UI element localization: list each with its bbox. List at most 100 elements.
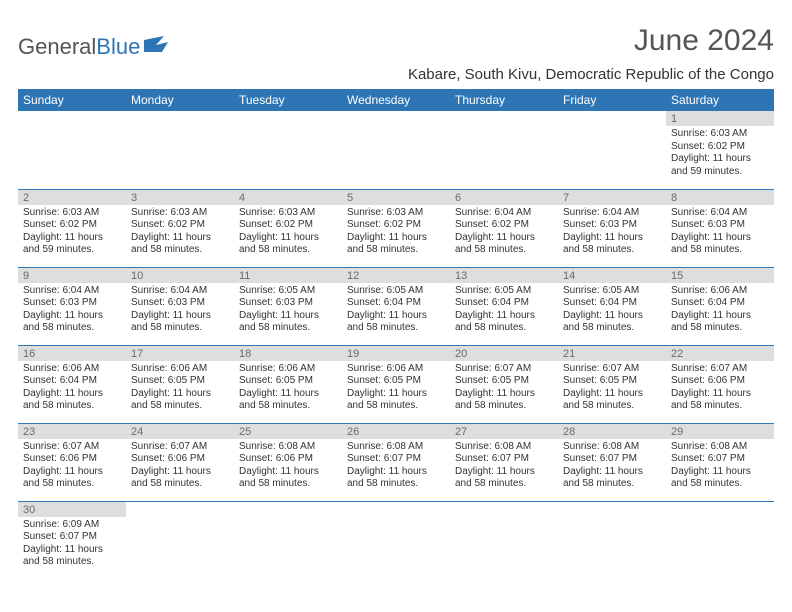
sunrise-line: Sunrise: 6:06 AM [23,363,121,376]
day-detail: Sunrise: 6:03 AMSunset: 6:02 PMDaylight:… [126,205,234,259]
daylight-line: Daylight: 11 hours and 58 minutes. [455,388,553,413]
sunrise-line: Sunrise: 6:04 AM [671,207,769,220]
day-number: 11 [234,268,342,283]
page: GeneralBlue June 2024 Kabare, South Kivu… [0,0,792,579]
day-number: 20 [450,346,558,361]
day-number: 7 [558,190,666,205]
day-detail: Sunrise: 6:07 AMSunset: 6:05 PMDaylight:… [558,361,666,415]
day-detail: Sunrise: 6:07 AMSunset: 6:06 PMDaylight:… [126,439,234,493]
sunrise-line: Sunrise: 6:03 AM [131,207,229,220]
daylight-line: Daylight: 11 hours and 58 minutes. [671,310,769,335]
day-number: 19 [342,346,450,361]
calendar-cell: 19Sunrise: 6:06 AMSunset: 6:05 PMDayligh… [342,345,450,423]
day-number: 18 [234,346,342,361]
sunrise-line: Sunrise: 6:07 AM [563,363,661,376]
day-number: 13 [450,268,558,283]
day-detail: Sunrise: 6:03 AMSunset: 6:02 PMDaylight:… [666,126,774,180]
day-header: Thursday [450,89,558,111]
sunset-line: Sunset: 6:04 PM [23,375,121,388]
day-detail: Sunrise: 6:07 AMSunset: 6:06 PMDaylight:… [666,361,774,415]
sunset-line: Sunset: 6:07 PM [563,453,661,466]
day-number: 9 [18,268,126,283]
day-detail: Sunrise: 6:08 AMSunset: 6:07 PMDaylight:… [666,439,774,493]
daylight-line: Daylight: 11 hours and 58 minutes. [131,310,229,335]
sunset-line: Sunset: 6:02 PM [671,141,769,154]
day-number: 6 [450,190,558,205]
day-number: 21 [558,346,666,361]
day-header: Tuesday [234,89,342,111]
calendar-cell [450,501,558,579]
sunrise-line: Sunrise: 6:06 AM [347,363,445,376]
day-number: 16 [18,346,126,361]
calendar-cell [558,111,666,189]
sunset-line: Sunset: 6:04 PM [671,297,769,310]
calendar-cell: 18Sunrise: 6:06 AMSunset: 6:05 PMDayligh… [234,345,342,423]
calendar-cell: 10Sunrise: 6:04 AMSunset: 6:03 PMDayligh… [126,267,234,345]
sunrise-line: Sunrise: 6:04 AM [131,285,229,298]
sunset-line: Sunset: 6:04 PM [455,297,553,310]
calendar-week: 30Sunrise: 6:09 AMSunset: 6:07 PMDayligh… [18,501,774,579]
day-number: 12 [342,268,450,283]
sunset-line: Sunset: 6:02 PM [239,219,337,232]
calendar-cell: 25Sunrise: 6:08 AMSunset: 6:06 PMDayligh… [234,423,342,501]
sunrise-line: Sunrise: 6:03 AM [23,207,121,220]
calendar-cell [666,501,774,579]
daylight-line: Daylight: 11 hours and 58 minutes. [563,388,661,413]
daylight-line: Daylight: 11 hours and 58 minutes. [23,310,121,335]
calendar-cell: 13Sunrise: 6:05 AMSunset: 6:04 PMDayligh… [450,267,558,345]
daylight-line: Daylight: 11 hours and 58 minutes. [23,466,121,491]
sunset-line: Sunset: 6:05 PM [239,375,337,388]
sunset-line: Sunset: 6:03 PM [563,219,661,232]
daylight-line: Daylight: 11 hours and 58 minutes. [131,466,229,491]
calendar-cell [18,111,126,189]
calendar-cell [234,501,342,579]
calendar-cell: 28Sunrise: 6:08 AMSunset: 6:07 PMDayligh… [558,423,666,501]
sunset-line: Sunset: 6:03 PM [239,297,337,310]
daylight-line: Daylight: 11 hours and 58 minutes. [563,466,661,491]
calendar-cell: 27Sunrise: 6:08 AMSunset: 6:07 PMDayligh… [450,423,558,501]
calendar-cell: 2Sunrise: 6:03 AMSunset: 6:02 PMDaylight… [18,189,126,267]
sunrise-line: Sunrise: 6:07 AM [23,441,121,454]
sunset-line: Sunset: 6:03 PM [23,297,121,310]
calendar-cell: 6Sunrise: 6:04 AMSunset: 6:02 PMDaylight… [450,189,558,267]
daylight-line: Daylight: 11 hours and 58 minutes. [671,232,769,257]
calendar-cell: 16Sunrise: 6:06 AMSunset: 6:04 PMDayligh… [18,345,126,423]
calendar-week: 2Sunrise: 6:03 AMSunset: 6:02 PMDaylight… [18,189,774,267]
sunrise-line: Sunrise: 6:08 AM [239,441,337,454]
calendar-cell: 20Sunrise: 6:07 AMSunset: 6:05 PMDayligh… [450,345,558,423]
daylight-line: Daylight: 11 hours and 58 minutes. [131,232,229,257]
daylight-line: Daylight: 11 hours and 58 minutes. [23,544,121,569]
day-detail: Sunrise: 6:06 AMSunset: 6:05 PMDaylight:… [342,361,450,415]
day-header: Wednesday [342,89,450,111]
day-number: 3 [126,190,234,205]
calendar-cell: 8Sunrise: 6:04 AMSunset: 6:03 PMDaylight… [666,189,774,267]
day-detail: Sunrise: 6:05 AMSunset: 6:04 PMDaylight:… [450,283,558,337]
calendar-cell: 14Sunrise: 6:05 AMSunset: 6:04 PMDayligh… [558,267,666,345]
sunset-line: Sunset: 6:02 PM [23,219,121,232]
day-number: 2 [18,190,126,205]
calendar-cell [126,111,234,189]
sunrise-line: Sunrise: 6:08 AM [347,441,445,454]
location: Kabare, South Kivu, Democratic Republic … [408,66,774,83]
calendar-cell: 5Sunrise: 6:03 AMSunset: 6:02 PMDaylight… [342,189,450,267]
calendar-cell: 15Sunrise: 6:06 AMSunset: 6:04 PMDayligh… [666,267,774,345]
daylight-line: Daylight: 11 hours and 58 minutes. [671,388,769,413]
sunset-line: Sunset: 6:02 PM [455,219,553,232]
sunset-line: Sunset: 6:07 PM [23,531,121,544]
sunset-line: Sunset: 6:03 PM [131,297,229,310]
day-detail: Sunrise: 6:07 AMSunset: 6:05 PMDaylight:… [450,361,558,415]
day-number: 27 [450,424,558,439]
day-detail: Sunrise: 6:05 AMSunset: 6:04 PMDaylight:… [558,283,666,337]
day-number: 4 [234,190,342,205]
calendar-cell: 4Sunrise: 6:03 AMSunset: 6:02 PMDaylight… [234,189,342,267]
calendar-week: 9Sunrise: 6:04 AMSunset: 6:03 PMDaylight… [18,267,774,345]
sunrise-line: Sunrise: 6:08 AM [563,441,661,454]
header: GeneralBlue June 2024 Kabare, South Kivu… [18,24,774,83]
daylight-line: Daylight: 11 hours and 58 minutes. [563,232,661,257]
daylight-line: Daylight: 11 hours and 59 minutes. [671,153,769,178]
day-detail: Sunrise: 6:04 AMSunset: 6:03 PMDaylight:… [18,283,126,337]
calendar-body: 1Sunrise: 6:03 AMSunset: 6:02 PMDaylight… [18,111,774,579]
day-detail: Sunrise: 6:08 AMSunset: 6:07 PMDaylight:… [342,439,450,493]
day-detail: Sunrise: 6:06 AMSunset: 6:04 PMDaylight:… [18,361,126,415]
calendar-cell: 11Sunrise: 6:05 AMSunset: 6:03 PMDayligh… [234,267,342,345]
